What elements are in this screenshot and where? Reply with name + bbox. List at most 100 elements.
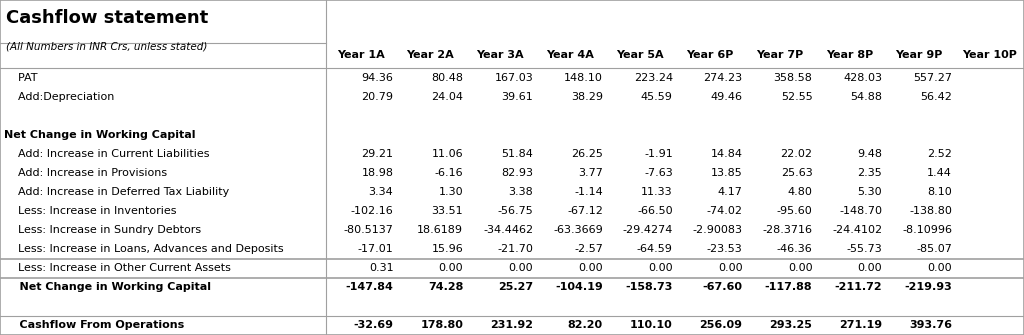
Text: 45.59: 45.59 [641,92,673,102]
Text: 26.25: 26.25 [571,149,603,159]
Text: 0.00: 0.00 [787,263,812,273]
Text: 256.09: 256.09 [699,321,742,330]
Text: 0.00: 0.00 [928,263,952,273]
Text: 9.48: 9.48 [857,149,883,159]
Text: -148.70: -148.70 [840,206,883,216]
Text: -1.14: -1.14 [574,187,603,197]
Text: 0.00: 0.00 [579,263,603,273]
Text: 393.76: 393.76 [909,321,952,330]
Text: 25.63: 25.63 [780,168,812,178]
Text: 4.80: 4.80 [787,187,812,197]
Text: 82.20: 82.20 [567,321,603,330]
Text: 80.48: 80.48 [431,73,463,83]
Text: -46.36: -46.36 [776,244,812,254]
Text: Year 1A: Year 1A [337,50,384,60]
Text: -21.70: -21.70 [498,244,534,254]
Text: 13.85: 13.85 [711,168,742,178]
Text: -32.69: -32.69 [353,321,393,330]
Text: -63.3669: -63.3669 [553,225,603,235]
Text: -23.53: -23.53 [707,244,742,254]
Text: 2.52: 2.52 [928,149,952,159]
Text: 94.36: 94.36 [361,73,393,83]
Text: PAT: PAT [4,73,38,83]
Text: 428.03: 428.03 [844,73,883,83]
Text: Add: Increase in Current Liabilities: Add: Increase in Current Liabilities [4,149,210,159]
Text: 5.30: 5.30 [858,187,883,197]
Text: -6.16: -6.16 [434,168,463,178]
Text: 20.79: 20.79 [361,92,393,102]
Text: -8.10996: -8.10996 [902,225,952,235]
Text: -1.91: -1.91 [644,149,673,159]
Text: -2.90083: -2.90083 [692,225,742,235]
Text: -64.59: -64.59 [637,244,673,254]
Text: -158.73: -158.73 [626,282,673,292]
Text: 51.84: 51.84 [501,149,534,159]
Text: 39.61: 39.61 [502,92,534,102]
Text: -67.60: -67.60 [702,282,742,292]
Text: 82.93: 82.93 [501,168,534,178]
Text: Net Change in Working Capital: Net Change in Working Capital [4,130,196,140]
Text: 271.19: 271.19 [839,321,883,330]
Text: -117.88: -117.88 [765,282,812,292]
Text: 4.17: 4.17 [718,187,742,197]
Text: Cashflow From Operations: Cashflow From Operations [4,321,184,330]
Text: Add: Increase in Deferred Tax Liability: Add: Increase in Deferred Tax Liability [4,187,229,197]
Text: 0.00: 0.00 [648,263,673,273]
Text: 11.06: 11.06 [432,149,463,159]
Text: 358.58: 358.58 [773,73,812,83]
Text: 0.00: 0.00 [858,263,883,273]
Text: -29.4274: -29.4274 [623,225,673,235]
Text: Add:Depreciation: Add:Depreciation [4,92,115,102]
Text: -219.93: -219.93 [904,282,952,292]
Text: Less: Increase in Sundry Debtors: Less: Increase in Sundry Debtors [4,225,202,235]
Text: (All Numbers in INR Crs, unless stated): (All Numbers in INR Crs, unless stated) [6,42,208,51]
Text: 18.6189: 18.6189 [417,225,463,235]
Text: Year 7P: Year 7P [756,50,803,60]
Text: -138.80: -138.80 [909,206,952,216]
Text: 110.10: 110.10 [630,321,673,330]
Text: 0.00: 0.00 [718,263,742,273]
Text: Add: Increase in Provisions: Add: Increase in Provisions [4,168,167,178]
Text: Year 8P: Year 8P [825,50,873,60]
Text: Year 4A: Year 4A [546,50,594,60]
Text: 38.29: 38.29 [571,92,603,102]
Text: Cashflow statement: Cashflow statement [6,9,209,27]
Text: 178.80: 178.80 [421,321,463,330]
Text: -17.01: -17.01 [357,244,393,254]
Text: -56.75: -56.75 [498,206,534,216]
Text: Less: Increase in Inventories: Less: Increase in Inventories [4,206,176,216]
Text: 29.21: 29.21 [361,149,393,159]
Text: 293.25: 293.25 [770,321,812,330]
Text: 22.02: 22.02 [780,149,812,159]
Text: -102.16: -102.16 [350,206,393,216]
Text: 8.10: 8.10 [928,187,952,197]
Text: 33.51: 33.51 [432,206,463,216]
Text: 167.03: 167.03 [495,73,534,83]
Text: 74.28: 74.28 [428,282,463,292]
Text: -34.4462: -34.4462 [483,225,534,235]
Text: Net Change in Working Capital: Net Change in Working Capital [4,282,211,292]
Text: 1.44: 1.44 [928,168,952,178]
Text: -74.02: -74.02 [707,206,742,216]
Text: 223.24: 223.24 [634,73,673,83]
Text: 3.34: 3.34 [369,187,393,197]
Text: 49.46: 49.46 [711,92,742,102]
Text: 24.04: 24.04 [431,92,463,102]
Text: Less: Increase in Loans, Advances and Deposits: Less: Increase in Loans, Advances and De… [4,244,284,254]
Text: -66.50: -66.50 [637,206,673,216]
Text: -147.84: -147.84 [345,282,393,292]
Text: Year 6P: Year 6P [686,50,733,60]
Text: 231.92: 231.92 [490,321,534,330]
Text: 3.77: 3.77 [579,168,603,178]
Text: -7.63: -7.63 [644,168,673,178]
Text: 14.84: 14.84 [711,149,742,159]
Text: 0.31: 0.31 [369,263,393,273]
Text: 274.23: 274.23 [703,73,742,83]
Text: -2.57: -2.57 [574,244,603,254]
Text: -28.3716: -28.3716 [763,225,812,235]
Text: Year 5A: Year 5A [616,50,664,60]
Text: 11.33: 11.33 [641,187,673,197]
Text: -95.60: -95.60 [776,206,812,216]
Text: Year 10P: Year 10P [962,50,1017,60]
Text: -85.07: -85.07 [916,244,952,254]
